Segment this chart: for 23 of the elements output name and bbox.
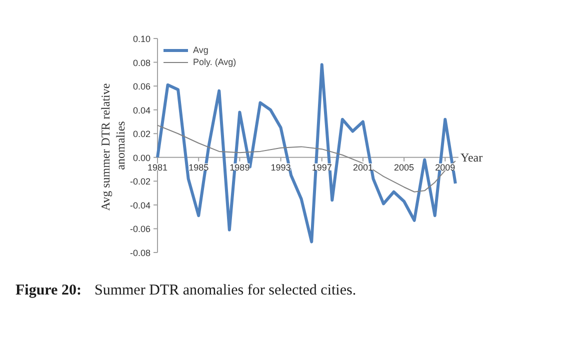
x-tick-label: 1997 xyxy=(312,162,332,172)
x-tick-label: 1985 xyxy=(188,162,209,172)
x-tick-label: 2005 xyxy=(394,162,414,172)
y-tick-label: -0.04 xyxy=(130,200,150,210)
y-tick-label: -0.02 xyxy=(130,176,150,187)
x-tick-label: 2001 xyxy=(352,162,373,172)
legend-label: Avg xyxy=(193,44,210,56)
y-axis-title: Avg summer DTR relative anomalies xyxy=(98,83,128,211)
y-tick-label: 0.02 xyxy=(132,129,151,140)
y-tick-label: -0.06 xyxy=(130,224,150,234)
y-tick-label: 0.00 xyxy=(132,152,151,163)
x-axis-title: Year xyxy=(460,150,483,164)
y-tick-label: 0.10 xyxy=(132,34,151,44)
x-tick-label: 1981 xyxy=(147,162,168,172)
y-tick-label: -0.08 xyxy=(130,248,150,258)
y-tick-label: 0.04 xyxy=(132,105,151,116)
legend-label: Poly. (Avg) xyxy=(193,56,236,68)
x-tick-label: 1989 xyxy=(230,162,250,172)
y-tick-label: 0.08 xyxy=(132,58,151,68)
y-tick-label: 0.06 xyxy=(132,82,151,92)
x-tick-label: 1993 xyxy=(270,162,291,172)
caption: Figure 20: Summer DTR anomalies for selected cities. xyxy=(16,282,356,298)
x-tick-label: 2009 xyxy=(435,162,456,172)
